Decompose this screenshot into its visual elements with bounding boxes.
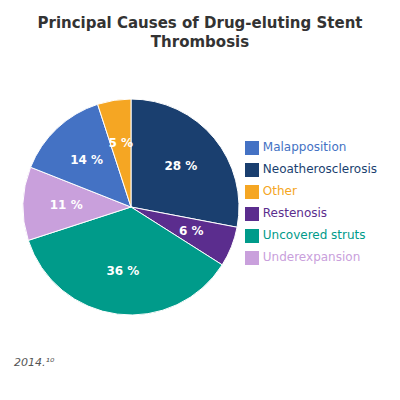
svg-text:36 %: 36 % (106, 264, 139, 278)
html-text:Restenosis: Restenosis (262, 206, 328, 220)
html-text:Underexpansion: Underexpansion (262, 250, 361, 264)
svg-text:28 %: 28 % (164, 159, 197, 173)
svg-text:6 %: 6 % (179, 224, 204, 238)
html-text:2014.¹⁰: 2014.¹⁰ (14, 356, 55, 369)
html-text:Other: Other (262, 184, 297, 198)
svg-text:14 %: 14 % (70, 153, 103, 167)
html-text:Principal Causes of Drug-eluti: Principal Causes of Drug-eluting Stent T… (37, 14, 363, 51)
svg-text:5 %: 5 % (109, 136, 134, 150)
html-text:Uncovered struts: Uncovered struts (262, 228, 366, 242)
html-text:Neoatherosclerosis: Neoatherosclerosis (262, 162, 377, 176)
svg-text:11 %: 11 % (50, 198, 83, 212)
html-text:Malapposition: Malapposition (262, 140, 347, 154)
